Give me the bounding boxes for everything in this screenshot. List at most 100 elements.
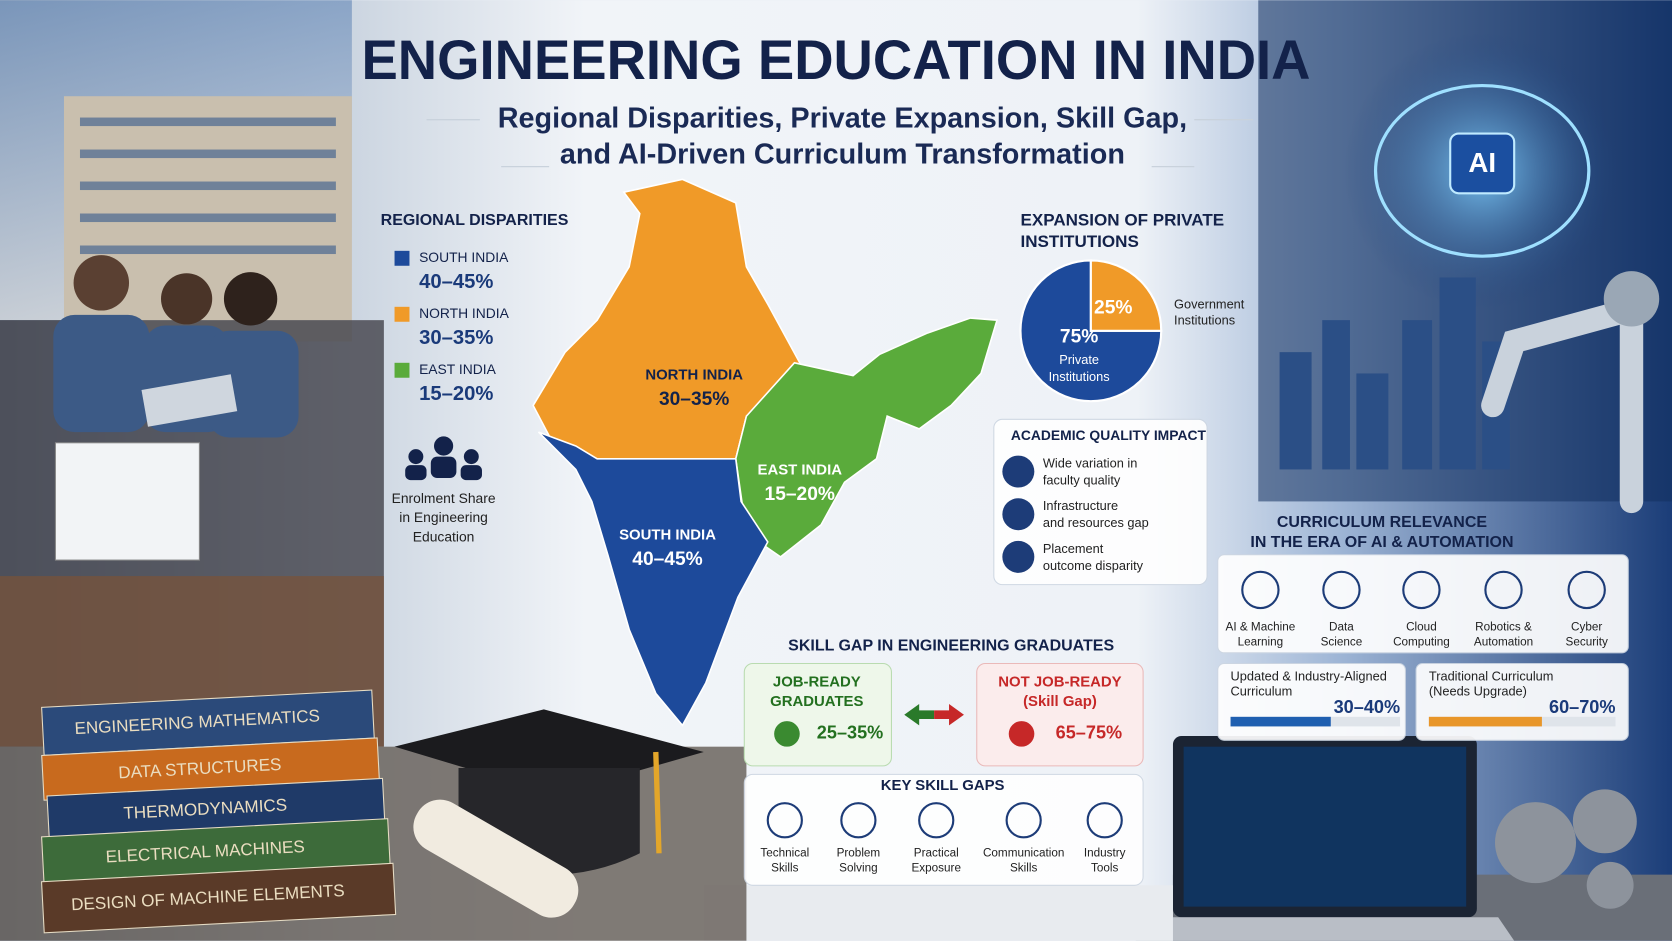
section-title: REGIONAL DISPARITIES [381, 212, 569, 229]
legend-swatch [394, 250, 410, 266]
comparison-share: 60–70% [1549, 697, 1615, 717]
area-icon [1484, 570, 1523, 610]
skill-label: Skills [771, 861, 798, 874]
section-title: EXPANSION OF PRIVATE [1020, 210, 1224, 229]
legend-swatch [394, 306, 410, 322]
ready-label: JOB-READY [773, 674, 861, 691]
not-ready-label: (Skill Gap) [1023, 693, 1097, 710]
pie-name: Private [1059, 352, 1099, 367]
map-region-name: EAST INDIA [758, 461, 843, 478]
area-icon [1402, 570, 1441, 610]
title: ENGINEERING EDUCATION IN INDIA [361, 29, 1310, 91]
book-cover [40, 862, 397, 934]
caption: in Engineering [399, 509, 488, 525]
not-ready-share: 65–75% [1056, 723, 1122, 743]
quality-icon [1002, 540, 1035, 573]
pie-value-label: 25% [1094, 297, 1132, 318]
whiteboard [54, 442, 200, 561]
area-icon [1241, 570, 1280, 610]
comparison-label: Updated & Industry-Aligned [1231, 669, 1387, 684]
students [53, 255, 299, 438]
legend-name: EAST INDIA [419, 361, 497, 377]
caption: Education [413, 528, 475, 544]
book: DESIGN OF MACHINE ELEMENTS [40, 862, 397, 934]
area-label: Automation [1474, 635, 1533, 648]
book: ENGINEERING MATHEMATICS [41, 689, 375, 756]
map-south-india [537, 431, 769, 727]
subtitle: Regional Disparities, Private Expansion,… [498, 102, 1187, 134]
area-label: Computing [1393, 635, 1450, 648]
robot-arm [1481, 294, 1644, 514]
pie-name: Government [1174, 297, 1245, 312]
area-label: Security [1566, 635, 1608, 648]
not-ready-icon [1008, 721, 1035, 747]
section-title: INSTITUTIONS [1020, 232, 1138, 251]
map-region-share: 15–20% [765, 484, 835, 505]
quality-text: outcome disparity [1043, 558, 1144, 573]
area-label: Data [1329, 620, 1354, 633]
quality-icon [1002, 498, 1035, 531]
pie-name: Institutions [1174, 313, 1235, 328]
skill-icon [766, 802, 803, 839]
section-title: CURRICULUM RELEVANCE [1277, 514, 1488, 531]
area-label: Learning [1238, 635, 1284, 648]
skill-icon [1005, 802, 1042, 839]
skill-label: Practical [914, 846, 959, 859]
skill-label: Tools [1091, 861, 1118, 874]
quality-text: faculty quality [1043, 473, 1121, 488]
skill-label: Skills [1010, 861, 1037, 874]
progress-bar [1230, 716, 1331, 727]
quality-panel [993, 418, 1208, 586]
blueprint [703, 885, 1173, 941]
skill-icon [1086, 802, 1123, 839]
map-region-name: NORTH INDIA [645, 367, 743, 384]
arrows [904, 704, 964, 726]
skill-label: Communication [983, 846, 1064, 859]
map-region-share: 40–45% [632, 549, 702, 570]
skill-label: Problem [837, 846, 881, 859]
ai-chip [1449, 132, 1516, 195]
legend-share: 40–45% [419, 271, 493, 293]
pie-name: Institutions [1049, 369, 1110, 384]
diploma [413, 799, 579, 918]
quality-text: Wide variation in [1043, 455, 1137, 470]
area-icon [1567, 570, 1606, 610]
quality-text: Infrastructure [1043, 498, 1118, 513]
comparison-label: (Needs Upgrade) [1429, 684, 1527, 699]
panel-title: ACADEMIC QUALITY IMPACT [1011, 427, 1207, 443]
ready-icon [774, 721, 800, 747]
brain-outline [1373, 83, 1591, 258]
ready-share: 25–35% [817, 723, 883, 743]
not-ready-label: NOT JOB-READY [998, 674, 1121, 691]
legend-share: 15–20% [419, 383, 493, 405]
panel-title: KEY SKILL GAPS [881, 777, 1005, 794]
area-label: AI & Machine [1226, 620, 1296, 633]
gears [1494, 789, 1637, 909]
section-title: IN THE ERA OF AI & AUTOMATION [1250, 534, 1513, 551]
ready-label: GRADUATES [770, 693, 863, 710]
area-label: Science [1321, 635, 1363, 648]
skill-label: Solving [839, 861, 877, 874]
subtitle: and AI-Driven Curriculum Transformation [560, 139, 1125, 171]
people-icon [405, 436, 482, 481]
tassel [653, 751, 662, 854]
skill-icon [840, 802, 877, 839]
robot-joint [1603, 271, 1660, 327]
quality-icon [1002, 455, 1035, 488]
comparison-label: Curriculum [1231, 684, 1293, 699]
comparison-share: 30–40% [1334, 697, 1400, 717]
legend-swatch [394, 362, 410, 378]
caption: Enrolment Share [392, 490, 496, 506]
section-title: SKILL GAP IN ENGINEERING GRADUATES [788, 638, 1114, 655]
skill-label: Industry [1084, 846, 1126, 859]
pie-slice [1089, 259, 1163, 332]
header-rules [426, 119, 1253, 168]
laptop-display [1183, 746, 1467, 907]
skill-label: Technical [760, 846, 809, 859]
pie-value-label: 75% [1060, 326, 1098, 347]
laptop-base [1135, 917, 1515, 941]
skill-icon [918, 802, 955, 839]
map-region-name: SOUTH INDIA [619, 526, 716, 543]
area-label: Cyber [1571, 620, 1602, 633]
